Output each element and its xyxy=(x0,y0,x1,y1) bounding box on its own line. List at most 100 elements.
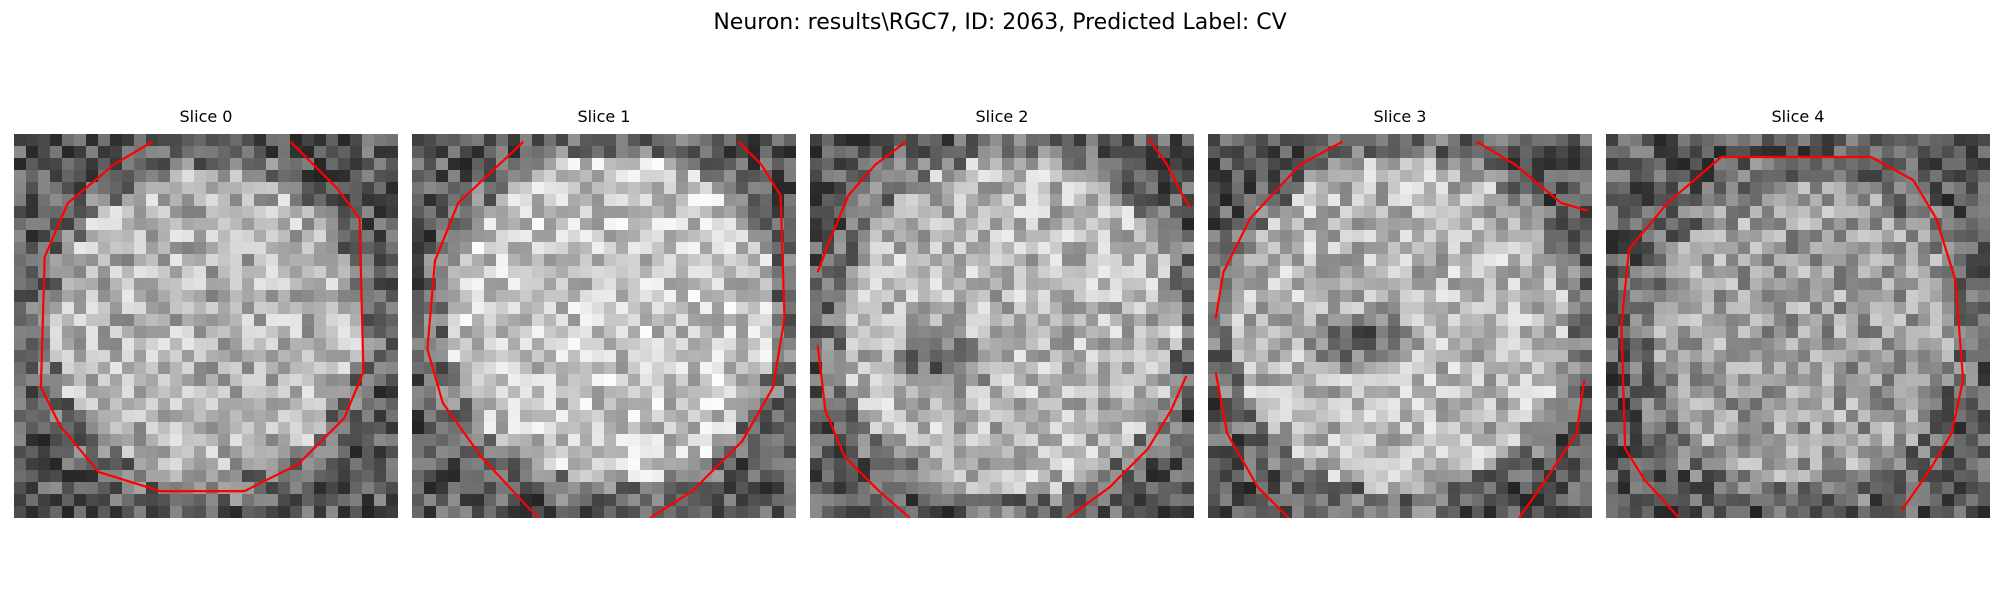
pixel xyxy=(74,134,87,147)
pixel xyxy=(978,398,991,411)
pixel xyxy=(1858,350,1871,363)
pixel xyxy=(1606,170,1619,183)
pixel xyxy=(1376,398,1389,411)
pixel xyxy=(230,302,243,315)
pixel xyxy=(930,482,943,495)
pixel xyxy=(1086,398,1099,411)
pixel xyxy=(122,374,135,387)
pixel xyxy=(1858,158,1871,171)
pixel xyxy=(1436,170,1449,183)
pixel xyxy=(290,470,303,483)
pixel xyxy=(146,446,159,459)
pixel xyxy=(918,182,931,195)
pixel xyxy=(86,254,99,267)
pixel xyxy=(134,386,147,399)
pixel xyxy=(1146,386,1159,399)
pixel xyxy=(1762,302,1775,315)
pixel xyxy=(1038,170,1051,183)
pixel xyxy=(640,254,653,267)
pixel xyxy=(1544,386,1557,399)
pixel xyxy=(1292,338,1305,351)
pixel xyxy=(436,434,449,447)
pixel xyxy=(436,422,449,435)
pixel xyxy=(822,434,835,447)
pixel xyxy=(676,134,689,147)
pixel xyxy=(1304,386,1317,399)
pixel xyxy=(1256,170,1269,183)
pixel xyxy=(1858,446,1871,459)
pixel xyxy=(1810,194,1823,207)
pixel xyxy=(326,194,339,207)
pixel xyxy=(1786,242,1799,255)
pixel xyxy=(580,206,593,219)
pixel xyxy=(1544,422,1557,435)
pixel xyxy=(362,254,375,267)
pixel xyxy=(1412,506,1425,518)
pixel xyxy=(146,434,159,447)
pixel xyxy=(1328,506,1341,518)
pixel xyxy=(14,482,27,495)
pixel xyxy=(484,506,497,518)
pixel xyxy=(1738,302,1751,315)
pixel xyxy=(1292,362,1305,375)
pixel xyxy=(38,158,51,171)
pixel xyxy=(688,266,701,279)
pixel xyxy=(26,410,39,423)
pixel xyxy=(302,386,315,399)
pixel xyxy=(1340,218,1353,231)
pixel xyxy=(508,290,521,303)
pixel xyxy=(412,434,425,447)
pixel xyxy=(1460,254,1473,267)
pixel xyxy=(230,410,243,423)
pixel xyxy=(26,302,39,315)
pixel xyxy=(772,146,785,159)
pixel xyxy=(1666,278,1679,291)
pixel xyxy=(1244,350,1257,363)
pixel xyxy=(1484,194,1497,207)
pixel xyxy=(544,446,557,459)
pixel xyxy=(290,242,303,255)
pixel xyxy=(942,458,955,471)
pixel xyxy=(1882,422,1895,435)
pixel xyxy=(1714,338,1727,351)
pixel xyxy=(424,146,437,159)
pixel xyxy=(954,314,967,327)
pixel xyxy=(1822,278,1835,291)
pixel xyxy=(1134,206,1147,219)
pixel xyxy=(1618,242,1631,255)
pixel xyxy=(858,218,871,231)
pixel xyxy=(1532,398,1545,411)
pixel xyxy=(784,170,796,183)
pixel xyxy=(1026,302,1039,315)
pixel xyxy=(978,218,991,231)
pixel xyxy=(1544,302,1557,315)
pixel xyxy=(1412,338,1425,351)
pixel xyxy=(386,218,398,231)
pixel xyxy=(760,338,773,351)
pixel xyxy=(1846,434,1859,447)
pixel xyxy=(1110,230,1123,243)
pixel xyxy=(1340,470,1353,483)
pixel xyxy=(350,182,363,195)
pixel xyxy=(544,422,557,435)
pixel xyxy=(544,146,557,159)
pixel xyxy=(568,374,581,387)
pixel xyxy=(1220,290,1233,303)
pixel xyxy=(1532,446,1545,459)
pixel xyxy=(906,350,919,363)
pixel xyxy=(62,458,75,471)
pixel xyxy=(1182,146,1194,159)
pixel xyxy=(170,254,183,267)
pixel xyxy=(1544,506,1557,518)
pixel xyxy=(568,422,581,435)
pixel xyxy=(1280,482,1293,495)
pixel xyxy=(74,290,87,303)
pixel xyxy=(146,422,159,435)
pixel xyxy=(834,506,847,518)
pixel xyxy=(362,374,375,387)
pixel xyxy=(1352,338,1365,351)
pixel xyxy=(1316,266,1329,279)
pixel xyxy=(858,458,871,471)
pixel xyxy=(194,506,207,518)
pixel xyxy=(1846,422,1859,435)
